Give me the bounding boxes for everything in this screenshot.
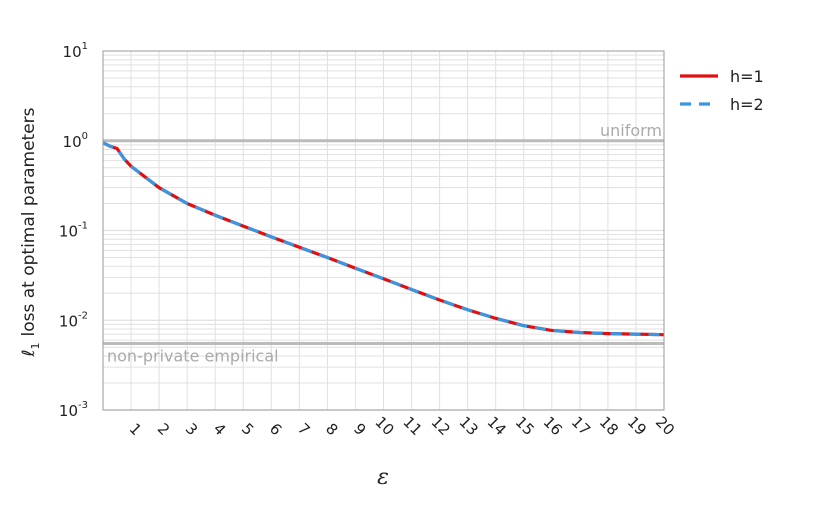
y-axis-label-symbol: ℓ <box>19 350 39 358</box>
y-axis-label-text: loss at optimal parameters <box>19 107 39 336</box>
x-tick-labels: 1 2 3 4 5 6 7 8 9 10 11 12 13 14 15 16 17 18 19 20 <box>126 413 678 439</box>
x-tick-label: 10 <box>371 413 397 439</box>
plot-frame <box>102 50 665 411</box>
x-tick-label: 11 <box>399 413 425 439</box>
legend-label: h=1 <box>730 67 764 86</box>
legend: h=1h=2 <box>680 67 764 114</box>
y-tick-label: 10-3 <box>59 400 88 420</box>
y-tick-exponent: -1 <box>78 221 88 232</box>
y-tick-base: 10 <box>63 43 82 61</box>
x-tick-label: 7 <box>294 420 313 439</box>
x-tick-label: 18 <box>596 413 622 439</box>
x-tick-label: 5 <box>238 420 257 439</box>
y-tick-base: 10 <box>59 402 78 420</box>
x-tick-label: 2 <box>154 420 173 439</box>
x-tick-label: 8 <box>322 420 341 439</box>
reference-line-label: non-private empirical <box>107 347 279 366</box>
y-tick-base: 10 <box>59 223 78 241</box>
x-tick-label: 16 <box>540 413 566 439</box>
x-tick-label: 12 <box>428 413 454 439</box>
reference-line-label: uniform <box>600 121 662 140</box>
x-axis-label: ε <box>377 465 389 490</box>
x-tick-label: 1 <box>126 420 145 439</box>
series-lines <box>102 141 665 337</box>
reference-lines: uniform non-private empirical <box>103 121 664 366</box>
y-tick-exponent: 0 <box>82 131 88 142</box>
x-tick-label: 4 <box>210 420 229 439</box>
x-tick-label: 13 <box>456 413 482 439</box>
y-tick-exponent: -3 <box>78 400 88 411</box>
x-tick-label: 14 <box>484 413 510 439</box>
x-tick-label: 15 <box>512 413 538 439</box>
x-tick-label: 19 <box>624 413 650 439</box>
svg-text:ℓ1loss at optimal parameters: ℓ1 loss at optimal parameters <box>19 107 42 357</box>
y-tick-exponent: 1 <box>82 41 88 52</box>
y-tick-exponent: -2 <box>78 310 88 321</box>
x-tick-label: 9 <box>350 420 369 439</box>
y-tick-base: 10 <box>63 133 82 151</box>
y-axis-label-symbol-sub: 1 <box>29 343 42 350</box>
y-axis-label: ℓ1 loss at optimal parameters <box>19 107 42 357</box>
legend-label: h=2 <box>730 95 764 114</box>
x-tick-label: 3 <box>182 420 201 439</box>
x-tick-label: 20 <box>652 413 678 439</box>
y-tick-label: 101 <box>63 41 88 61</box>
y-tick-label: 100 <box>63 131 88 151</box>
x-tick-label: 6 <box>266 420 285 439</box>
y-tick-label: 10-2 <box>59 310 88 330</box>
y-tick-base: 10 <box>59 312 78 330</box>
y-tick-label: 10-1 <box>59 221 88 241</box>
grid <box>102 51 665 411</box>
series-line <box>102 141 665 337</box>
x-tick-label: 17 <box>568 413 594 439</box>
